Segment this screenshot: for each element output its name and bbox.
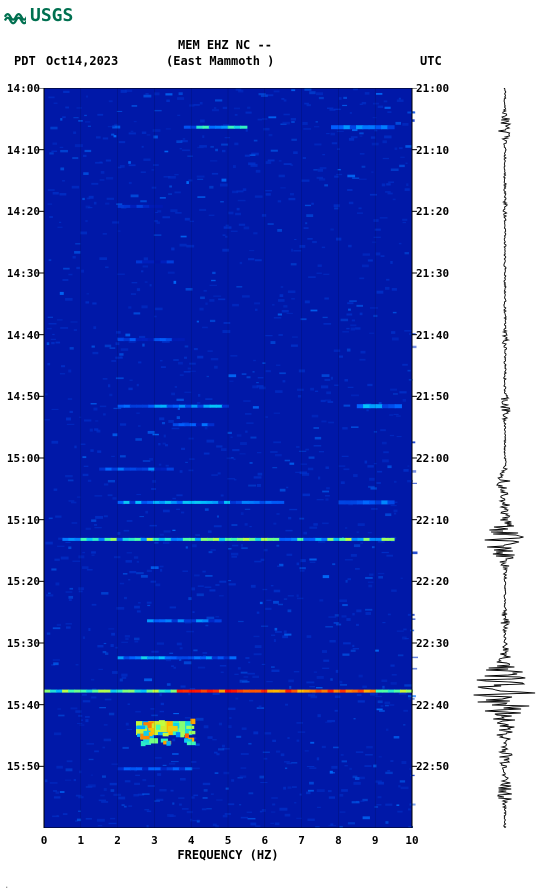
y-right-tick: 22:10 [416,514,456,527]
waveform-trace [470,88,540,828]
y-left-tick: 15:20 [0,575,40,588]
x-tick: 6 [261,834,268,847]
spectrogram-canvas [38,88,418,828]
date-text: Oct14,2023 [46,54,118,68]
y-left-tick: 15:40 [0,699,40,712]
waveform-canvas [470,88,540,828]
y-left-tick: 14:30 [0,267,40,280]
y-right-tick: 22:20 [416,575,456,588]
y-left-tick: 14:20 [0,205,40,218]
y-right-tick: 21:20 [416,205,456,218]
y-right-tick: 22:40 [416,699,456,712]
x-tick: 3 [151,834,158,847]
utc-label: UTC [420,54,442,68]
y-right-tick: 21:30 [416,267,456,280]
station-line: (East Mammoth ) [166,54,274,68]
y-left-tick: 14:10 [0,144,40,157]
channel-line: MEM EHZ NC -- [178,38,272,52]
wave-icon [4,4,26,26]
y-left-tick: 15:00 [0,452,40,465]
x-axis: FREQUENCY (HZ) 012345678910 [44,830,412,870]
y-left-tick: 14:00 [0,82,40,95]
x-tick: 7 [298,834,305,847]
y-left-tick: 15:50 [0,760,40,773]
footer-mark: . [4,881,9,891]
x-tick: 2 [114,834,121,847]
y-left-tick: 14:40 [0,329,40,342]
x-tick: 8 [335,834,342,847]
y-right-tick: 22:50 [416,760,456,773]
x-tick: 4 [188,834,195,847]
y-right-tick: 22:00 [416,452,456,465]
y-left-tick: 15:10 [0,514,40,527]
x-tick: 5 [225,834,232,847]
y-right-tick: 22:30 [416,637,456,650]
x-tick: 10 [405,834,418,847]
spectrogram-plot: 14:0014:1014:2014:3014:4014:5015:0015:10… [44,88,412,828]
x-tick: 1 [77,834,84,847]
pdt-label: PDT [14,54,36,68]
logo-text: USGS [30,5,73,26]
y-left-tick: 15:30 [0,637,40,650]
y-right-tick: 21:40 [416,329,456,342]
y-right-tick: 21:10 [416,144,456,157]
x-tick: 9 [372,834,379,847]
y-left-tick: 14:50 [0,390,40,403]
x-axis-label: FREQUENCY (HZ) [44,848,412,862]
x-tick: 0 [41,834,48,847]
y-right-tick: 21:00 [416,82,456,95]
usgs-logo: USGS [4,4,73,26]
y-right-tick: 21:50 [416,390,456,403]
